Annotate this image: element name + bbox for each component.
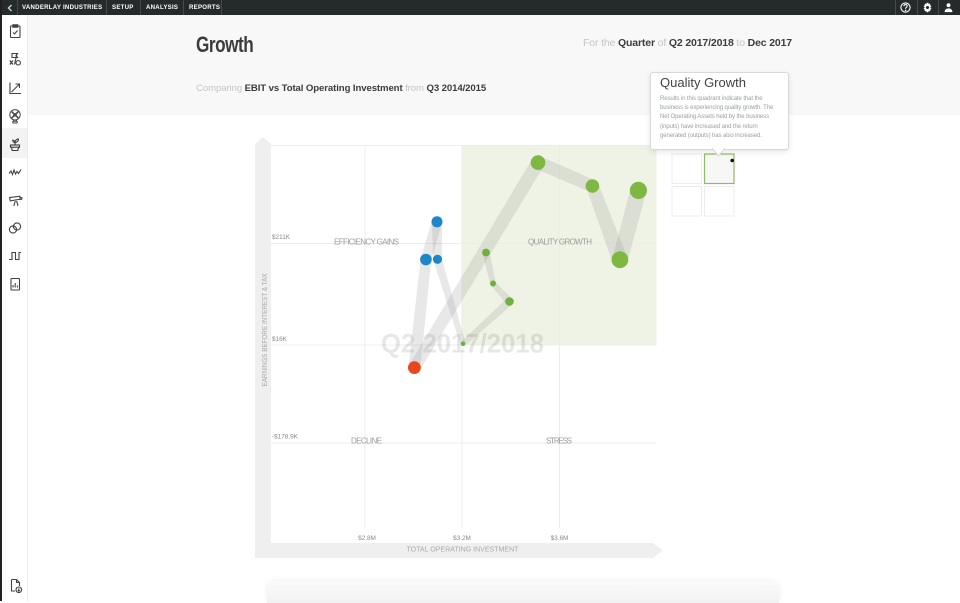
svg-text:$3.2M: $3.2M [453,535,471,542]
svg-text:$16K: $16K [272,336,288,343]
svg-text:$2.8M: $2.8M [358,535,376,542]
svg-text:-$178.9K: -$178.9K [272,434,299,441]
svg-text:$211K: $211K [272,234,291,241]
svg-text:STRESS: STRESS [546,437,572,446]
svg-text:QUALITY GROWTH: QUALITY GROWTH [528,238,592,247]
svg-text:EFFICIENCY GAINS: EFFICIENCY GAINS [334,238,399,247]
svg-text:DECLINE: DECLINE [351,437,382,446]
svg-text:$3.6M: $3.6M [551,535,569,542]
svg-text:EARNINGS BEFORE INTEREST & TAX: EARNINGS BEFORE INTEREST & TAX [260,273,269,386]
svg-text:TOTAL OPERATING INVESTMENT: TOTAL OPERATING INVESTMENT [407,544,520,553]
